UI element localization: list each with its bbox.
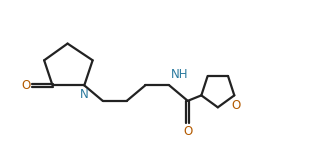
Text: NH: NH xyxy=(171,68,188,81)
Text: N: N xyxy=(80,88,89,101)
Text: O: O xyxy=(231,99,241,112)
Text: O: O xyxy=(21,79,30,92)
Text: O: O xyxy=(183,125,192,138)
